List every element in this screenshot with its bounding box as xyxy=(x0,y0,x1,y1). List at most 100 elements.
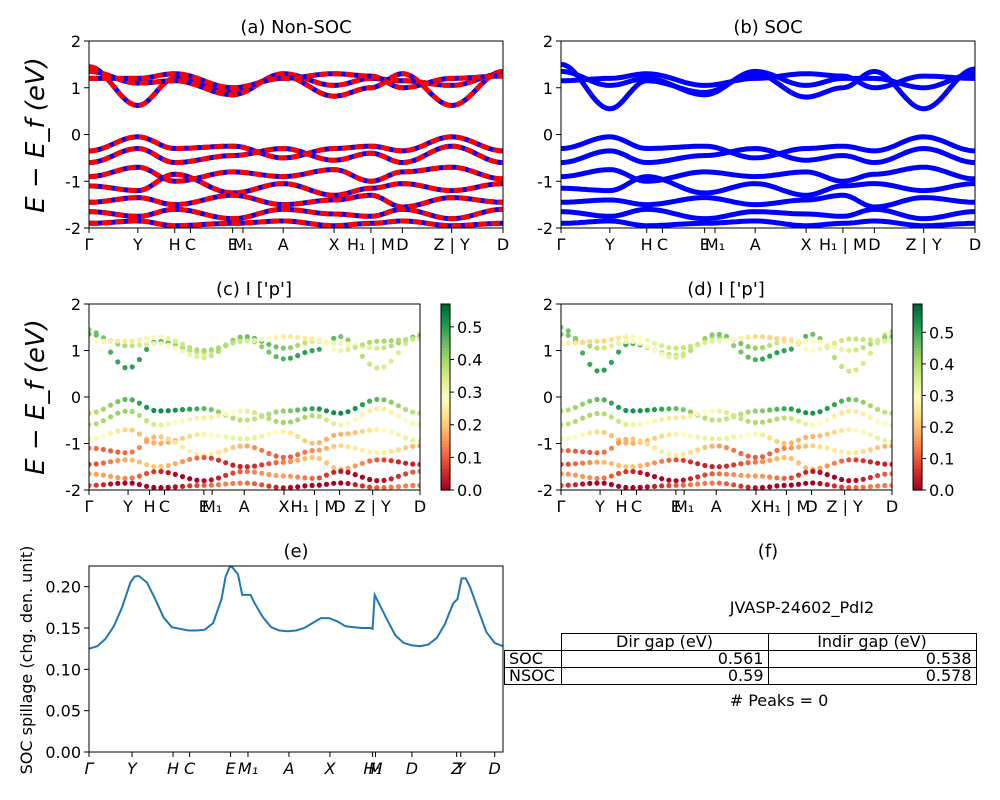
projected-point xyxy=(752,334,758,340)
projected-point xyxy=(637,335,643,341)
projected-point xyxy=(331,465,337,471)
projected-point xyxy=(774,475,780,481)
projected-point xyxy=(287,430,294,436)
colorbar-segment xyxy=(441,449,450,454)
projected-point xyxy=(323,460,330,466)
projected-point xyxy=(359,474,365,480)
projected-point xyxy=(875,445,881,451)
projected-point xyxy=(580,350,586,356)
colorbar-segment xyxy=(913,353,922,358)
projected-point xyxy=(266,335,272,341)
projected-point xyxy=(695,481,701,487)
colorbar-segment xyxy=(913,362,922,367)
colorbar-segment xyxy=(913,403,922,407)
projected-point xyxy=(702,435,708,441)
x-tick-label: H xyxy=(616,497,628,516)
projected-point xyxy=(323,445,330,451)
projected-point xyxy=(738,433,744,439)
colorbar-segment xyxy=(441,418,450,423)
projected-point xyxy=(395,459,401,465)
projected-point xyxy=(745,409,751,415)
projected-point xyxy=(752,408,758,414)
projected-point xyxy=(158,334,164,340)
colorbar-segment xyxy=(441,459,450,463)
projected-point xyxy=(738,483,744,489)
projected-point xyxy=(716,338,722,344)
projected-point xyxy=(738,340,744,347)
projected-point xyxy=(644,484,650,490)
colorbar-segment xyxy=(913,359,922,364)
projected-point xyxy=(266,411,272,417)
projected-point xyxy=(223,472,229,478)
projected-point xyxy=(345,480,351,487)
colorbar-segment xyxy=(913,428,922,432)
projected-point xyxy=(853,367,859,373)
projected-point xyxy=(659,406,665,412)
projected-point xyxy=(594,338,600,344)
projected-point xyxy=(889,422,892,428)
projected-point xyxy=(860,458,866,464)
projected-point xyxy=(201,478,207,484)
projected-point xyxy=(846,396,852,402)
panel-e-ylabel: SOC spillage (chg. den. unit) xyxy=(17,546,36,775)
x-tick-label: Γ xyxy=(85,759,95,778)
projected-point xyxy=(889,329,892,335)
projected-point xyxy=(831,447,838,453)
projected-point xyxy=(129,427,135,433)
projected-point xyxy=(680,457,686,463)
colorbar-segment xyxy=(441,325,450,330)
projected-point xyxy=(853,449,859,456)
projected-point xyxy=(695,447,701,453)
projected-point xyxy=(716,436,722,442)
projected-point xyxy=(680,407,686,413)
projected-point xyxy=(93,332,99,338)
projected-point xyxy=(201,415,207,421)
colorbar-segment xyxy=(441,462,450,466)
projected-point xyxy=(759,345,766,351)
projected-point xyxy=(651,474,658,480)
projected-point xyxy=(136,342,142,348)
projected-point xyxy=(108,473,114,479)
projected-point xyxy=(767,435,773,441)
projected-point xyxy=(122,365,128,371)
colorbar-segment xyxy=(441,477,450,482)
projected-point xyxy=(417,336,420,342)
projected-point xyxy=(565,407,571,413)
projected-point xyxy=(716,443,722,449)
projected-point xyxy=(323,341,330,347)
projected-point xyxy=(338,443,344,449)
soc-band-line xyxy=(561,174,975,198)
projected-point xyxy=(89,327,92,333)
projected-point xyxy=(100,472,106,478)
projected-point xyxy=(867,414,874,420)
colorbar-segment xyxy=(913,424,922,429)
projected-point xyxy=(723,410,730,416)
projected-point xyxy=(158,341,164,347)
gap-table-header-indir: Indir gap (eV) xyxy=(767,633,977,651)
x-tick-label: H xyxy=(144,497,156,516)
projected-point xyxy=(817,465,823,471)
projected-point xyxy=(403,435,409,441)
projected-point xyxy=(381,345,387,351)
projected-point xyxy=(594,345,600,351)
projected-point xyxy=(309,348,315,354)
colorbar-segment xyxy=(441,480,450,485)
x-tick-label: A xyxy=(278,235,289,254)
colorbar-segment xyxy=(441,421,450,426)
projected-point xyxy=(129,409,135,415)
projected-point xyxy=(136,473,142,479)
y-tick-label: -1 xyxy=(537,172,553,191)
y-tick-label: 0.15 xyxy=(45,619,81,638)
projected-point xyxy=(287,484,294,490)
projected-point xyxy=(280,485,286,490)
projected-point xyxy=(136,412,142,418)
projected-point xyxy=(215,348,222,354)
projected-point xyxy=(129,364,135,370)
projected-point xyxy=(882,437,888,443)
projected-point xyxy=(702,472,708,478)
projected-point xyxy=(323,408,330,414)
projected-point xyxy=(316,346,322,352)
projected-point xyxy=(767,418,773,424)
projected-point xyxy=(817,346,823,352)
projected-point xyxy=(165,436,171,442)
